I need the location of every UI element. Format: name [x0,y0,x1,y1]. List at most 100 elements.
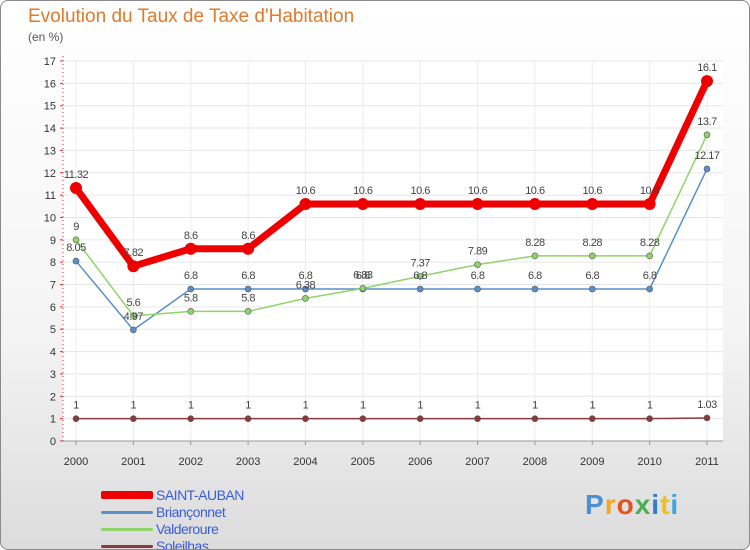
data-point [646,252,653,260]
x-tick-label: 2010 [637,456,661,468]
data-point [302,295,309,302]
data-label: 1 [73,400,79,412]
logo-letter: i [670,489,680,520]
x-tick-label: 2002 [178,456,202,468]
data-label: 6.38 [296,279,316,291]
data-point [299,198,312,211]
data-point [703,131,711,139]
data-label: 6.8 [471,270,485,282]
data-label: 10.6 [296,185,316,197]
series-line-1 [75,168,708,331]
legend-label: SAINT-AUBAN [156,487,244,503]
data-label: 6.8 [299,270,313,282]
data-label: 7.89 [468,246,488,258]
data-point [646,285,653,293]
data-label: 5.8 [184,292,198,304]
y-tick-label: 14 [44,123,56,135]
data-point [643,198,656,211]
data-point [471,198,484,211]
chart-title: Evolution du Taux de Taxe d'Habitation [28,6,355,27]
data-label: 6.8 [585,270,599,282]
y-tick-label: 12 [44,168,56,180]
data-point [302,285,309,293]
y-tick-label: 13 [44,145,56,157]
data-label: 5.6 [126,297,140,309]
data-point [701,75,713,88]
legend-swatch [101,545,153,548]
x-tick-label: 2004 [293,456,317,468]
data-label: 10.6 [583,185,603,197]
data-label: 6.8 [643,270,657,282]
data-point [416,415,424,422]
legend-swatch [101,491,153,499]
data-point [244,308,252,315]
data-point [130,326,137,334]
data-point [130,415,137,422]
data-label: 10.6 [468,185,488,197]
y-tick-label: 15 [44,101,56,113]
x-tick-label: 2006 [408,456,432,468]
data-label: 7.82 [124,247,144,259]
data-point [416,272,424,280]
data-point [646,415,653,422]
data-label: 1 [245,400,251,412]
data-point [187,415,195,422]
data-label: 1 [131,400,137,412]
data-label: 13.7 [697,116,717,128]
data-point [414,198,427,211]
data-point [70,181,82,194]
chart-subtitle: (en %) [28,30,64,44]
data-label: 10.6 [410,185,430,197]
data-label: 6.83 [353,269,373,281]
y-tick-label: 4 [50,347,56,359]
logo-letter: x [634,489,652,520]
data-label: 12.17 [694,150,719,162]
y-tick-label: 17 [44,56,56,68]
data-point [244,415,252,422]
data-label: 8.28 [583,237,603,249]
data-label: 1 [417,400,423,412]
y-tick-label: 0 [50,436,56,448]
data-label: 1 [647,400,653,412]
data-point [130,312,137,320]
series-line-2 [75,134,708,317]
x-tick-label: 2005 [351,456,375,468]
y-tick-label: 1 [50,414,56,426]
data-point [187,308,195,315]
data-point [531,285,539,293]
data-point [187,285,195,293]
x-tick-label: 2011 [695,456,719,468]
x-tick-label: 2007 [465,456,489,468]
data-label: 5.8 [241,292,255,304]
data-label: 6.8 [413,270,427,282]
logo-letter: t [660,489,671,520]
data-point [531,252,539,260]
y-tick-label: 5 [50,324,56,336]
data-point [72,236,80,244]
legend-label: Briançonnet [156,504,226,520]
y-tick-label: 11 [45,190,56,202]
data-point [588,415,596,422]
data-label: 1 [188,400,194,412]
series-line-3 [76,417,708,420]
data-point [302,415,309,422]
x-tick-label: 2000 [64,456,88,468]
data-point [127,260,140,273]
data-label: 1 [475,400,481,412]
data-point [588,252,596,260]
y-tick-label: 2 [50,391,56,403]
data-label: 6.8 [528,270,542,282]
x-tick-label: 2003 [236,456,260,468]
y-tick-label: 9 [50,235,56,247]
logo-letter: o [616,489,635,520]
x-tick-label: 2008 [523,456,547,468]
data-label: 6.8 [241,270,255,282]
data-label: 8.28 [525,237,545,249]
data-point [586,198,599,211]
data-point [356,198,369,211]
data-label: 1 [303,400,309,412]
y-tick-label: 16 [44,78,56,90]
legend-swatch [101,511,153,514]
